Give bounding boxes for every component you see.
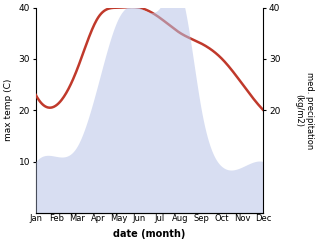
Y-axis label: max temp (C): max temp (C) (4, 79, 13, 141)
Y-axis label: med. precipitation
(kg/m2): med. precipitation (kg/m2) (294, 72, 314, 149)
X-axis label: date (month): date (month) (114, 229, 186, 239)
